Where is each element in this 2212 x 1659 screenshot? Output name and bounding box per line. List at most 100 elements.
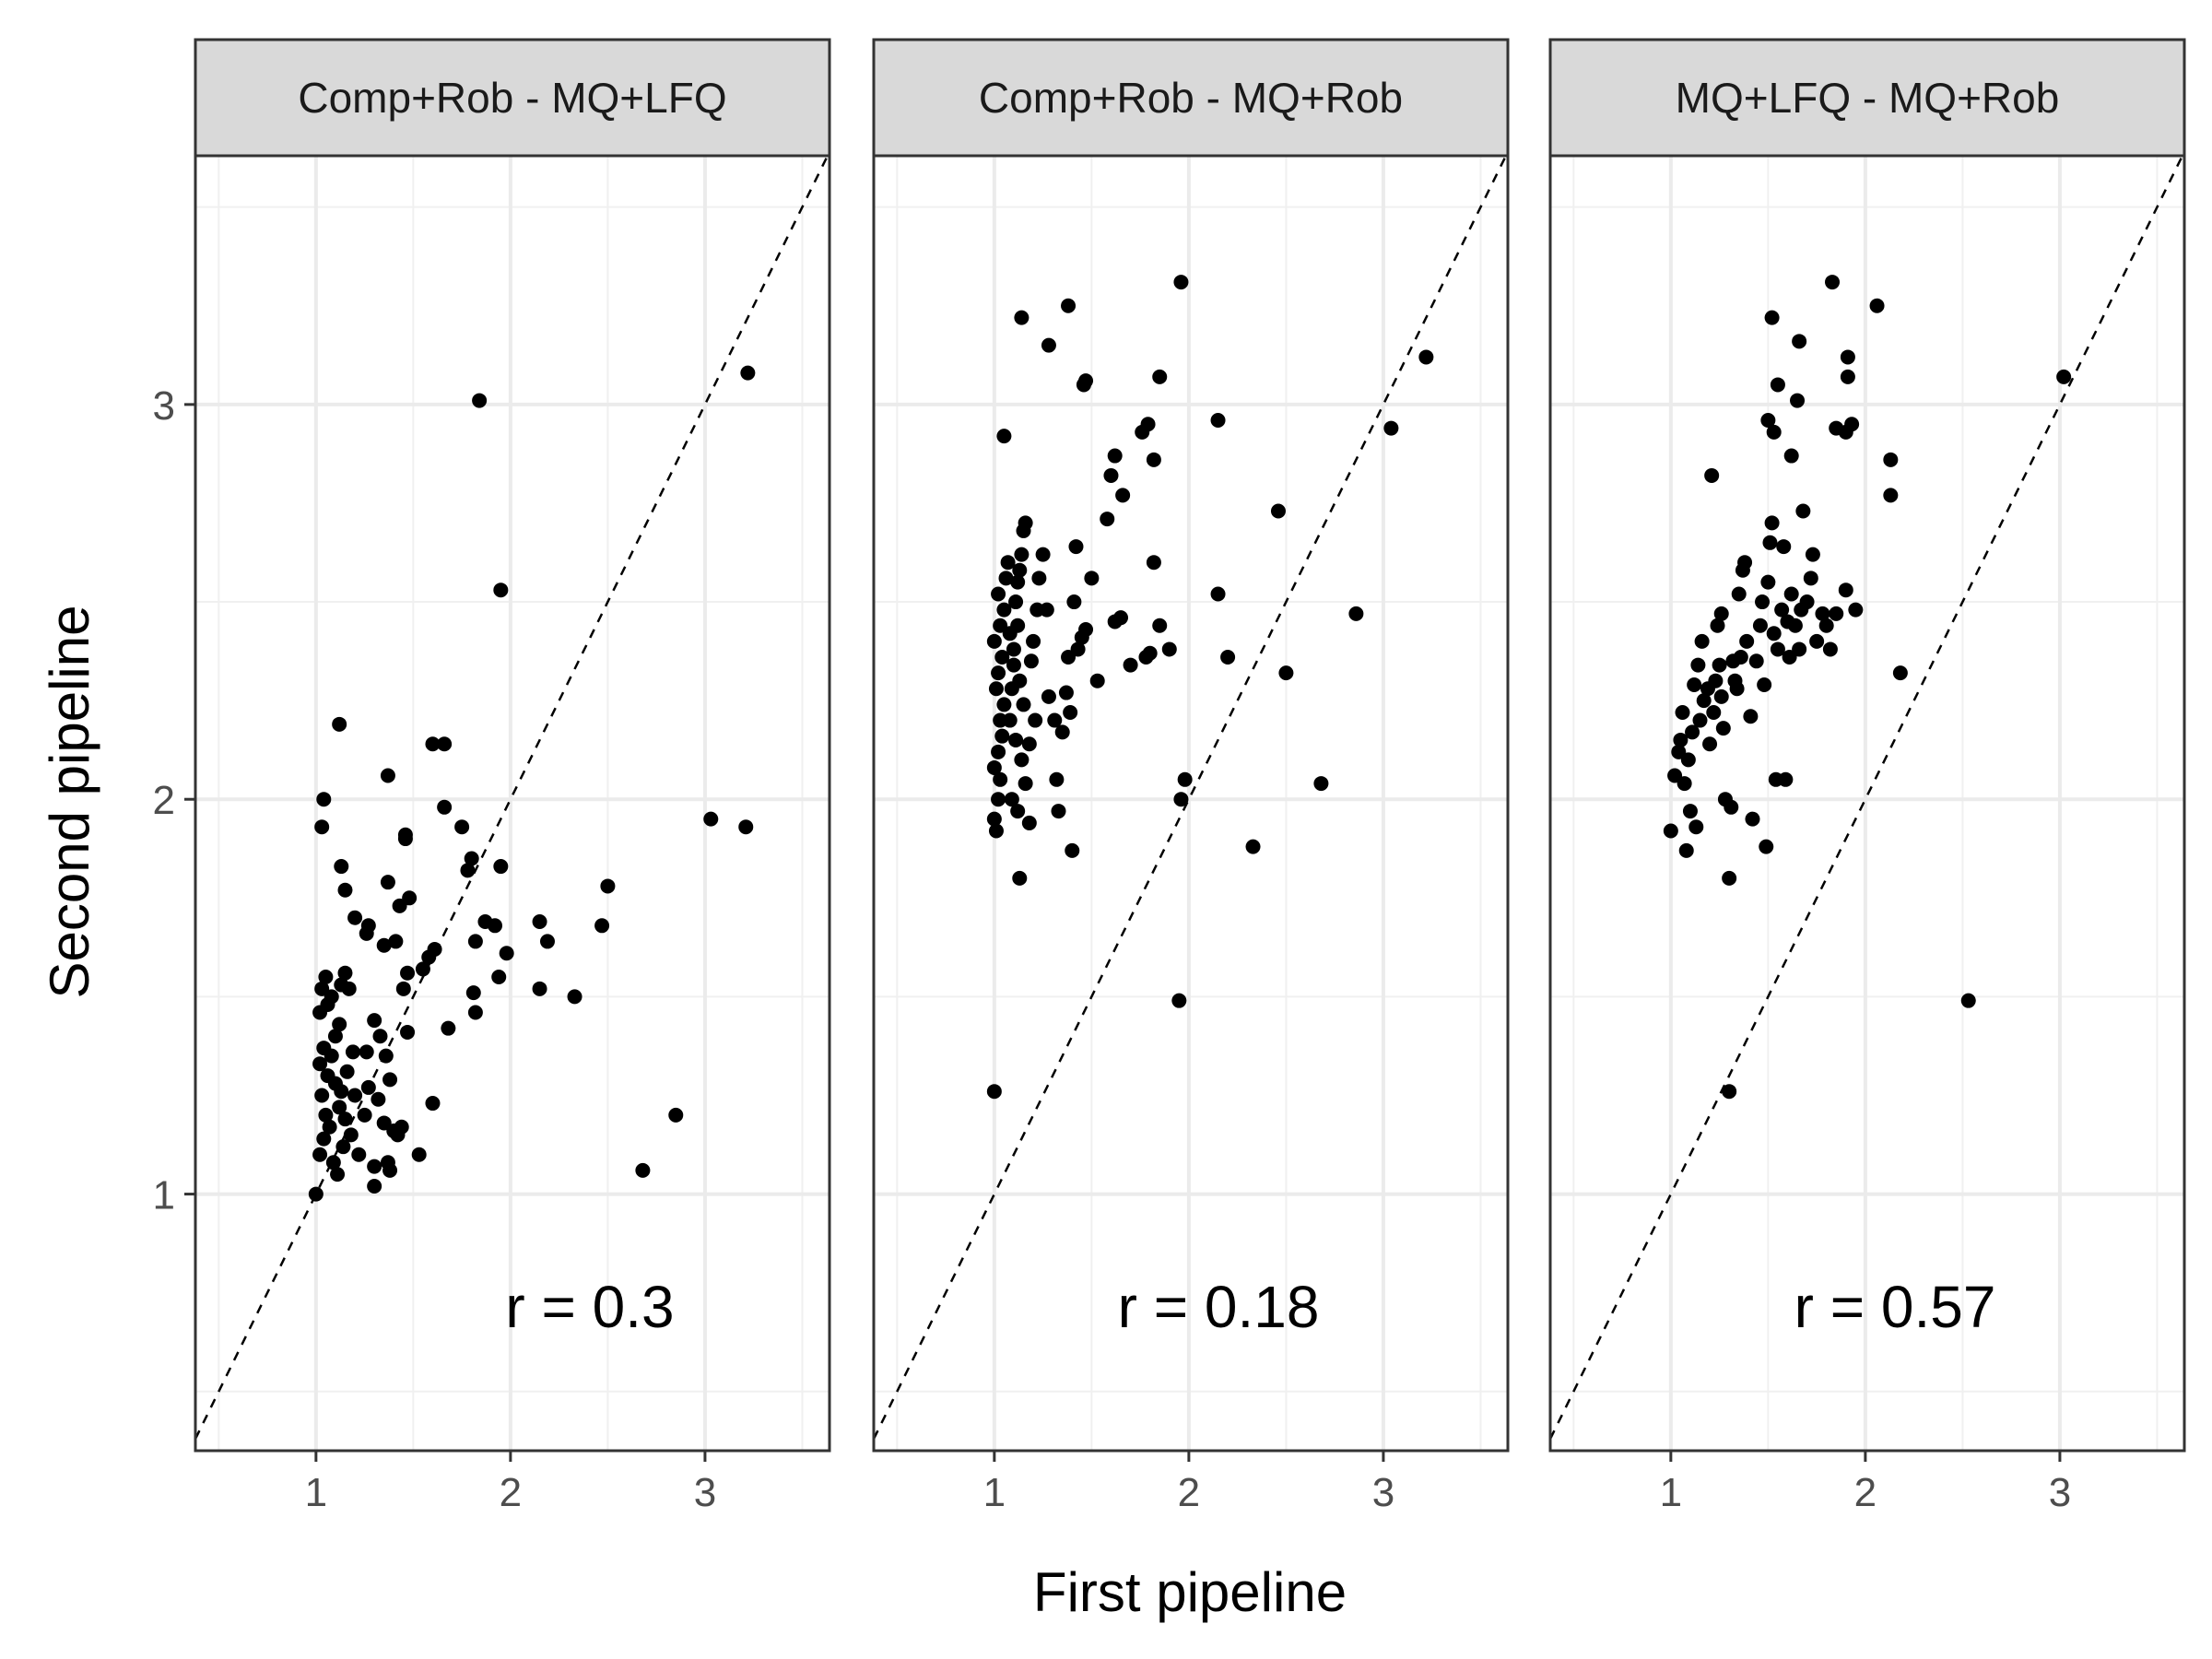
data-point: [1021, 736, 1037, 752]
data-point: [359, 1044, 374, 1060]
data-point: [341, 981, 357, 996]
data-point: [1729, 681, 1745, 697]
panel-1-strip: [194, 38, 831, 158]
data-point: [335, 1139, 351, 1155]
data-point: [1000, 555, 1016, 571]
data-point: [1016, 697, 1031, 712]
data-point: [1146, 452, 1161, 467]
panel-1-x-axis: 1 2 3: [305, 1451, 716, 1515]
data-point: [1792, 334, 1807, 349]
data-point: [1815, 606, 1830, 621]
data-point: [1762, 535, 1778, 550]
data-point: [1694, 633, 1710, 649]
data-point: [465, 985, 481, 1001]
data-point: [388, 934, 404, 949]
data-point: [1418, 349, 1434, 365]
data-point: [1702, 736, 1718, 752]
data-point: [371, 1091, 386, 1107]
data-point: [1770, 377, 1785, 393]
data-point: [380, 768, 395, 783]
data-point: [1799, 594, 1815, 610]
panel-1-correlation-label: r = 0.3: [505, 1274, 674, 1340]
data-point: [1682, 804, 1698, 819]
data-point: [1766, 424, 1782, 440]
data-point: [1383, 420, 1399, 436]
panel-2-correlation-label: r = 0.18: [1118, 1274, 1320, 1340]
data-point: [460, 863, 476, 878]
data-point: [986, 811, 1002, 827]
panel-3-correlation-label: r = 0.57: [1794, 1274, 1996, 1340]
data-point: [394, 1119, 409, 1135]
panel-3-identity-line: [1548, 155, 2184, 1440]
data-point: [1278, 665, 1294, 681]
x-axis-title: First pipeline: [1033, 1561, 1347, 1623]
data-point: [1712, 657, 1727, 673]
data-point: [367, 1159, 382, 1174]
data-point: [986, 759, 1002, 775]
data-point: [1822, 641, 1838, 657]
data-point: [1892, 665, 1908, 681]
data-point: [312, 1056, 328, 1072]
data-point: [1739, 633, 1755, 649]
data-point: [1012, 673, 1028, 688]
data-point: [991, 586, 1006, 602]
data-point: [567, 989, 582, 1005]
data-point: [1113, 610, 1129, 626]
data-point: [532, 981, 547, 996]
data-point: [600, 878, 616, 894]
data-point: [986, 1084, 1002, 1100]
data-point: [1869, 298, 1885, 313]
data-point: [1680, 752, 1696, 768]
data-point: [1012, 870, 1028, 886]
panel-2-x-axis: 1 2 3: [983, 1451, 1394, 1515]
data-point: [343, 1127, 359, 1143]
data-point: [1089, 673, 1105, 688]
panel-3-background: [1550, 156, 2184, 1451]
data-point: [1065, 842, 1080, 858]
data-point: [1783, 586, 1799, 602]
data-point: [345, 1044, 360, 1060]
data-point: [334, 859, 349, 875]
data-point: [1008, 594, 1024, 610]
panel-1-border: [194, 154, 831, 1453]
data-point: [1014, 752, 1030, 768]
data-point: [1152, 618, 1168, 633]
data-point: [1006, 657, 1021, 673]
data-point: [1058, 685, 1074, 700]
data-point: [316, 792, 332, 807]
data-point: [1023, 653, 1039, 669]
data-point: [400, 965, 416, 981]
data-point: [337, 882, 353, 898]
x-tick-label: 3: [1372, 1470, 1394, 1515]
data-point: [1173, 275, 1189, 290]
data-point: [1722, 1084, 1737, 1100]
data-point: [1733, 650, 1748, 665]
data-point: [1685, 724, 1700, 740]
data-point: [1760, 574, 1776, 590]
data-point: [1063, 704, 1078, 720]
data-point: [1014, 310, 1030, 325]
data-point: [1673, 732, 1688, 747]
data-point: [1028, 712, 1043, 728]
data-point: [316, 1041, 332, 1056]
data-point: [1745, 811, 1760, 827]
data-point: [425, 736, 441, 752]
data-point: [493, 582, 509, 598]
data-point: [635, 1162, 651, 1178]
panel-2-border: [872, 154, 1510, 1453]
data-point: [318, 1107, 334, 1123]
data-point: [392, 898, 407, 913]
data-point: [382, 1162, 398, 1178]
panel-2-strip-label: Comp+Rob - MQ+Rob: [979, 74, 1403, 122]
data-point: [991, 792, 1006, 807]
data-point: [324, 989, 339, 1005]
data-point: [330, 1167, 346, 1182]
data-point: [1146, 555, 1161, 571]
data-point: [464, 851, 479, 866]
data-point: [308, 1186, 324, 1202]
x-tick-label: 2: [500, 1470, 522, 1515]
data-point: [437, 799, 453, 815]
data-point: [1066, 594, 1082, 610]
data-point: [337, 965, 353, 981]
data-point: [1171, 993, 1187, 1008]
